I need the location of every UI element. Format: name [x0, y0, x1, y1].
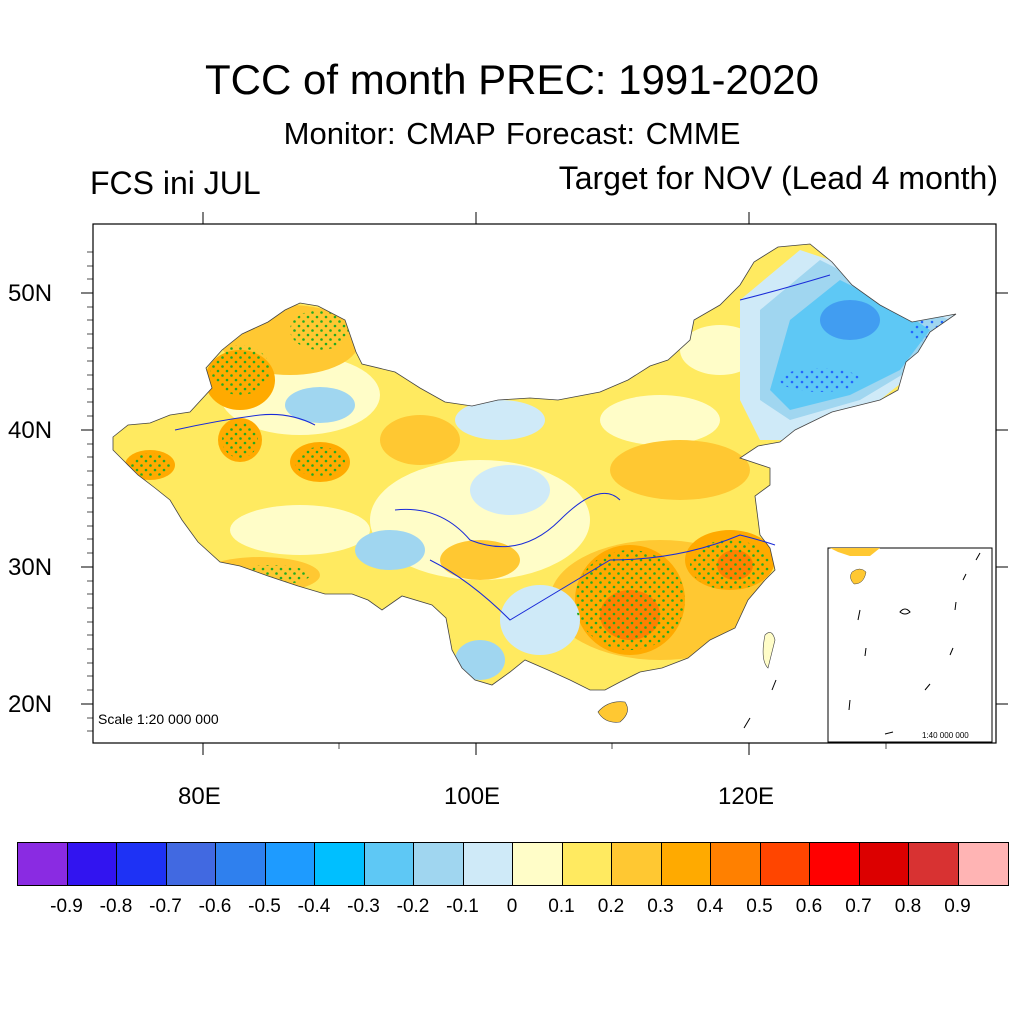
- lon-label: 100E: [444, 783, 501, 810]
- colorbar-tick-label: 0.1: [548, 896, 575, 917]
- colorbar-tick-label: 0.4: [696, 896, 724, 917]
- axis-ticks: [81, 212, 1008, 755]
- colorbar-tick-label: -0.5: [248, 896, 281, 917]
- colorbar-tick-label: -0.6: [198, 896, 232, 917]
- colorbar-swatch: [909, 843, 959, 885]
- colorbar: [17, 842, 1009, 886]
- lon-label: 80E: [178, 783, 221, 810]
- sea-boundary-dashes: [743, 679, 777, 729]
- colorbar-tick-label: 0.6: [795, 896, 823, 917]
- minor-ticks: [87, 251, 887, 749]
- scale-label: Scale 1:20 000 000: [98, 711, 219, 727]
- colorbar-swatch: [166, 843, 216, 885]
- left-label: FCS ini JUL: [90, 165, 261, 201]
- colorbar-tick-label: -0.8: [99, 896, 133, 917]
- south-china-sea-inset: [827, 547, 993, 743]
- colorbar-swatch: [216, 843, 266, 885]
- colorbar-swatch: [315, 843, 365, 885]
- colorbar-swatch: [265, 843, 315, 885]
- colorbar-swatch: [67, 843, 117, 885]
- river-amur: [739, 274, 831, 301]
- hainan-island: [597, 701, 628, 723]
- lat-label: 50N: [8, 280, 53, 307]
- colorbar-tick-label: -0.9: [50, 896, 83, 917]
- river-yellow: [394, 492, 621, 548]
- lat-label: 20N: [8, 691, 53, 718]
- colorbar-tick-label: 0.9: [944, 896, 971, 917]
- right-label: Target for NOV (Lead 4 month): [558, 160, 998, 196]
- colorbar-swatch: [958, 843, 1008, 885]
- lon-label: 120E: [718, 783, 775, 810]
- colorbar-swatch: [612, 843, 662, 885]
- colorbar-swatch: [513, 843, 563, 885]
- colorbar-swatch: [760, 843, 810, 885]
- colorbar-tick-label: -0.1: [446, 896, 479, 917]
- colorbar-tick-label: 0.3: [647, 896, 674, 917]
- map-subtitle: Monitor: CMAP Forecast: CMME: [283, 116, 741, 151]
- river-yangtze: [429, 534, 776, 621]
- taiwan-island: [762, 632, 776, 669]
- colorbar-tick-label: -0.4: [297, 896, 331, 917]
- colorbar-tick-label: 0: [506, 896, 518, 917]
- lat-label: 30N: [8, 554, 53, 581]
- inset-scale-label: 1:40 000 000: [922, 731, 969, 740]
- colorbar-swatch: [414, 843, 464, 885]
- colorbar-tick-label: -0.7: [149, 896, 182, 917]
- colorbar-swatch: [18, 843, 68, 885]
- colorbar-tick-label: -0.2: [396, 896, 430, 917]
- colorbar-swatch: [859, 843, 909, 885]
- river-tarim: [174, 414, 316, 431]
- lat-label: 40N: [8, 417, 53, 444]
- colorbar-tick-label: 0.8: [894, 896, 922, 917]
- colorbar-swatch: [364, 843, 414, 885]
- colorbar-swatch: [711, 843, 761, 885]
- map-title: TCC of month PREC: 1991-2020: [205, 56, 819, 103]
- colorbar-tick-label: 0.7: [845, 896, 872, 917]
- colorbar-tick-label: 0.5: [746, 896, 773, 917]
- colorbar-swatch: [810, 843, 860, 885]
- colorbar-swatch: [463, 843, 513, 885]
- colorbar-swatch: [117, 843, 167, 885]
- colorbar-tick-label: 0.2: [597, 896, 625, 917]
- colorbar-tick-label: -0.3: [347, 896, 380, 917]
- colorbar-swatch: [661, 843, 711, 885]
- colorbar-swatch: [562, 843, 612, 885]
